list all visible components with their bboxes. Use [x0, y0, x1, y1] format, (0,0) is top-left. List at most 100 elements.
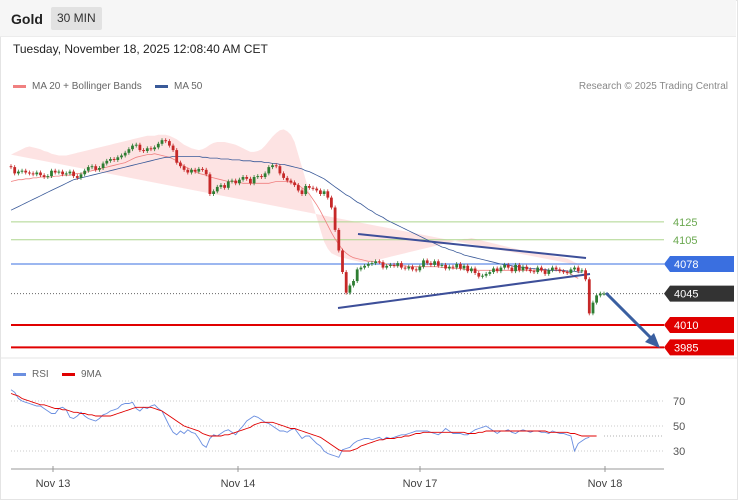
candle-body: [462, 265, 466, 269]
candle-body: [569, 269, 573, 273]
level-tag-4045-bg: [664, 285, 734, 302]
datetime-label: Tuesday, November 18, 2025 12:08:40 AM C…: [13, 42, 268, 56]
candle-body: [234, 180, 238, 184]
ma50-swatch: [155, 85, 168, 88]
candle-body: [510, 267, 514, 272]
candle-body: [440, 264, 444, 266]
timeframe-badge[interactable]: 30 MIN: [51, 7, 102, 30]
candle-body: [271, 165, 274, 168]
candle-body: [193, 169, 197, 172]
candle-body: [256, 176, 260, 178]
projection-arrow-shaft: [604, 291, 656, 343]
9ma-swatch: [62, 373, 75, 376]
x-tick-label: Nov 14: [221, 478, 256, 490]
level-tag-4125: 4125: [673, 217, 697, 229]
candle-body: [506, 264, 510, 268]
candle-body: [35, 172, 39, 175]
level-tag-3985-bg: [664, 339, 734, 356]
candle-body: [532, 271, 536, 273]
candle-body: [120, 155, 123, 158]
candle-body: [28, 172, 31, 174]
candle-body: [86, 167, 90, 171]
legend-9ma: 9MA: [62, 369, 102, 380]
candle-body: [389, 264, 392, 266]
candle-body: [201, 168, 204, 170]
candle-body: [584, 270, 587, 280]
header-bar: Gold 30 MIN: [0, 0, 736, 37]
candle-body: [333, 207, 337, 230]
level-tag-4078: 4078: [674, 259, 698, 271]
candle-body: [160, 140, 164, 144]
candle-body: [547, 270, 551, 274]
candle-body: [68, 171, 72, 174]
ma20-label: MA 20 + Bollinger Bands: [32, 81, 142, 92]
candle-body: [525, 266, 529, 270]
level-tag-3985: 3985: [674, 342, 698, 354]
candle-body: [573, 267, 576, 270]
candle-body: [451, 266, 455, 268]
candle-body: [282, 173, 285, 178]
candle-body: [551, 267, 554, 271]
candle-body: [274, 165, 278, 167]
candle-body: [477, 273, 481, 277]
candle-body: [344, 272, 348, 293]
candle-body: [212, 191, 215, 194]
candle-body: [444, 264, 447, 269]
candle-body: [304, 186, 308, 195]
candle-body: [400, 263, 403, 268]
candle-body: [142, 150, 145, 152]
candle-body: [39, 172, 42, 176]
candle-body: [414, 269, 418, 271]
candle-body: [319, 190, 322, 194]
candle-body: [116, 157, 120, 160]
candle-body: [182, 166, 186, 170]
candle-body: [20, 170, 24, 172]
candle-body: [197, 168, 201, 172]
candle-body: [293, 182, 296, 186]
candle-body: [83, 170, 87, 175]
rsi-tick-label: 30: [673, 446, 685, 458]
candle-body: [543, 270, 547, 274]
candle-body: [540, 267, 543, 271]
candle-body: [79, 174, 83, 178]
candle-body: [105, 160, 109, 164]
candle-body: [252, 177, 256, 184]
candle-body: [337, 229, 341, 251]
candle-body: [481, 275, 484, 277]
rsi-9ma-line: [10, 393, 597, 452]
level-tag-4010: 4010: [674, 320, 698, 332]
candle-body: [230, 180, 234, 182]
candle-body: [411, 266, 414, 270]
candle-body: [488, 272, 492, 274]
candle-body: [285, 177, 289, 181]
candle-body: [330, 197, 333, 208]
bollinger-band-area: [11, 129, 582, 266]
candle-body: [57, 171, 61, 173]
candle-body: [425, 260, 429, 264]
x-tick-label: Nov 17: [403, 478, 438, 490]
candle-body: [403, 267, 407, 269]
candle-body: [215, 186, 219, 192]
candle-body: [407, 266, 411, 269]
candles-group: [9, 138, 606, 316]
projection-arrow-head: [645, 333, 660, 348]
candle-body: [473, 268, 477, 273]
candle-body: [9, 166, 13, 168]
candle-body: [263, 173, 267, 177]
candle-body: [190, 169, 193, 173]
candle-body: [433, 261, 436, 265]
candle-body: [348, 285, 352, 293]
symbol-title: Gold: [11, 11, 43, 27]
candle-body: [311, 187, 315, 189]
candle-body: [341, 250, 344, 272]
rsi-tick-label: 50: [673, 421, 685, 433]
candle-body: [179, 162, 182, 167]
candle-body: [171, 145, 175, 151]
candle-body: [168, 141, 171, 146]
candle-body: [17, 171, 20, 174]
candle-body: [322, 191, 326, 194]
candle-body: [226, 181, 230, 188]
candle-body: [24, 170, 28, 173]
candle-body: [64, 173, 68, 175]
candle-body: [90, 166, 94, 168]
